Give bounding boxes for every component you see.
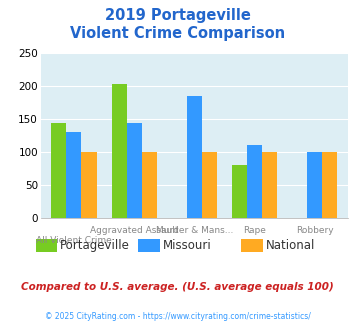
Text: 2019 Portageville: 2019 Portageville: [105, 8, 250, 23]
Bar: [307, 152, 322, 218]
Bar: [232, 165, 247, 218]
Bar: [202, 152, 217, 218]
Text: All Violent Crime: All Violent Crime: [36, 236, 112, 245]
Bar: [127, 123, 142, 218]
Text: National: National: [266, 239, 316, 252]
Bar: [262, 152, 277, 218]
Text: Rape: Rape: [243, 226, 266, 235]
Text: Portageville: Portageville: [60, 239, 130, 252]
Text: © 2025 CityRating.com - https://www.cityrating.com/crime-statistics/: © 2025 CityRating.com - https://www.city…: [45, 312, 310, 321]
Bar: [66, 132, 81, 218]
Text: Compared to U.S. average. (U.S. average equals 100): Compared to U.S. average. (U.S. average …: [21, 282, 334, 292]
Bar: [247, 145, 262, 218]
Text: Robbery: Robbery: [296, 226, 334, 235]
Text: Violent Crime Comparison: Violent Crime Comparison: [70, 26, 285, 41]
Text: Missouri: Missouri: [163, 239, 212, 252]
Bar: [51, 123, 66, 218]
Bar: [322, 152, 337, 218]
Text: Murder & Mans...: Murder & Mans...: [156, 226, 233, 235]
Bar: [187, 96, 202, 218]
Bar: [81, 152, 97, 218]
Bar: [111, 84, 127, 218]
Text: Aggravated Assault: Aggravated Assault: [90, 226, 179, 235]
Bar: [142, 152, 157, 218]
